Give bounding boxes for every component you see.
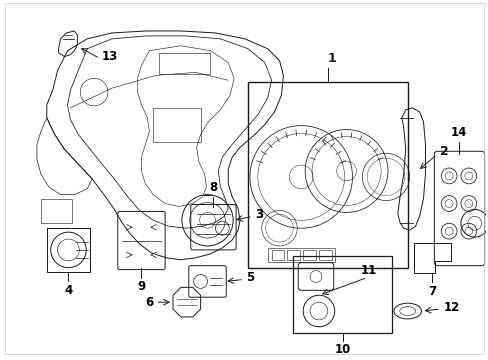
Text: 11: 11	[360, 264, 376, 277]
Text: 9: 9	[137, 280, 145, 293]
Bar	[159, 53, 210, 75]
Text: 6: 6	[145, 296, 153, 309]
Text: 1: 1	[327, 51, 335, 64]
Text: 12: 12	[442, 301, 459, 314]
Bar	[271, 250, 284, 260]
Text: 13: 13	[102, 50, 118, 63]
Bar	[318, 250, 331, 260]
Bar	[247, 82, 407, 267]
Text: 10: 10	[334, 343, 350, 356]
Text: 2: 2	[439, 145, 448, 158]
Text: 5: 5	[245, 271, 254, 284]
Text: 3: 3	[254, 208, 263, 221]
Bar	[47, 228, 90, 271]
Bar	[267, 248, 334, 262]
Text: 8: 8	[209, 181, 217, 194]
Bar	[287, 250, 300, 260]
Text: 4: 4	[64, 284, 72, 297]
Text: 7: 7	[427, 285, 435, 298]
Bar	[153, 108, 200, 143]
Bar	[293, 256, 391, 333]
Bar	[303, 250, 315, 260]
Bar	[41, 199, 72, 223]
Text: 14: 14	[450, 126, 466, 139]
